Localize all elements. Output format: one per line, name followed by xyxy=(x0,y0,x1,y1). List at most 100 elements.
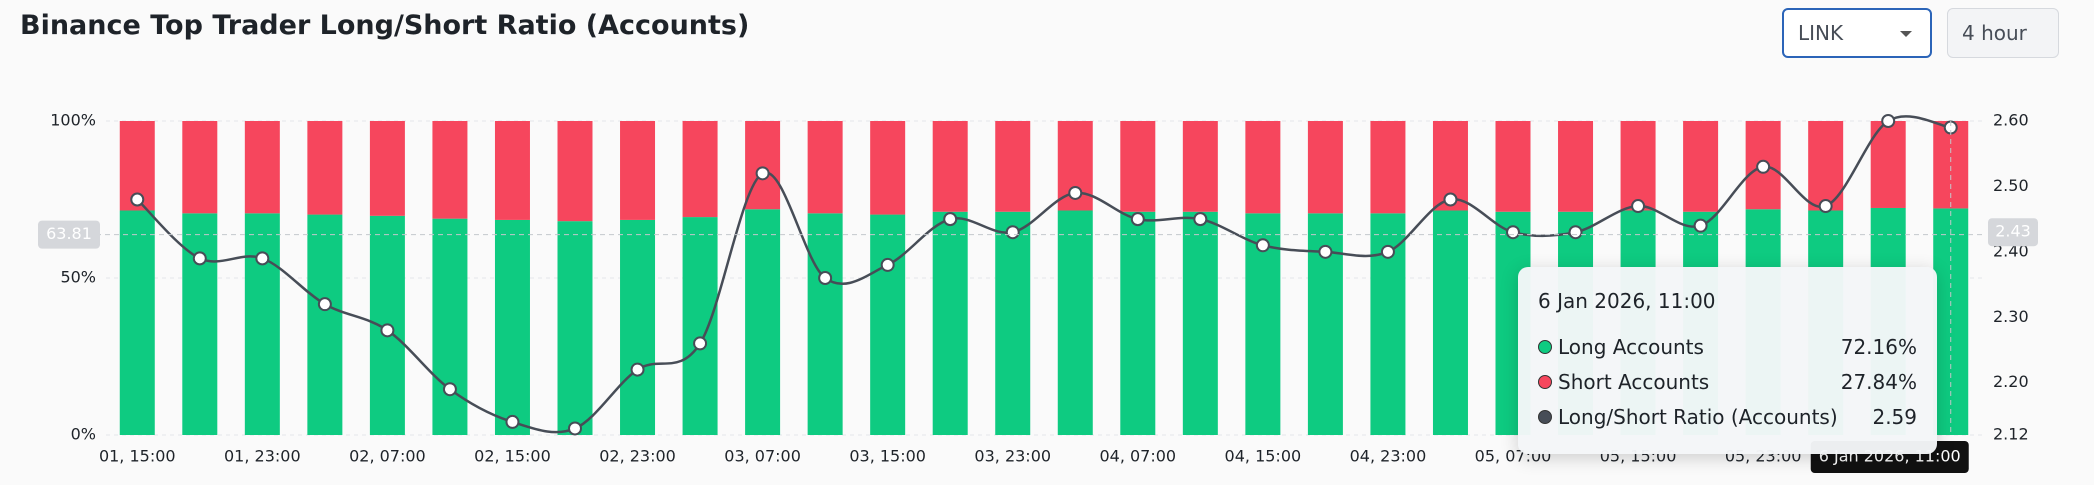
y-tick-label: 50% xyxy=(60,268,96,287)
bar-segment xyxy=(620,219,656,435)
x-tick-label: 03, 15:00 xyxy=(849,447,926,466)
x-tick-label: 03, 23:00 xyxy=(974,447,1051,466)
bar-segment xyxy=(1620,121,1656,211)
ratio-point xyxy=(192,251,207,266)
chart-title: Binance Top Trader Long/Short Ratio (Acc… xyxy=(20,10,750,41)
y-tick-label: 0% xyxy=(71,425,96,444)
bar-segment xyxy=(307,214,343,435)
ratio-point xyxy=(317,297,332,312)
ratio-point xyxy=(943,212,958,227)
bar-segment xyxy=(1182,211,1218,435)
tooltip-value: 72.16% xyxy=(1840,335,1917,359)
bar-segment xyxy=(1558,121,1594,212)
ratio-point xyxy=(630,362,645,377)
ratio-point xyxy=(693,336,708,351)
crosshair-y2-label: 2.43 xyxy=(1995,222,2031,241)
ratio-point xyxy=(442,382,457,397)
tooltip-value: 27.84% xyxy=(1840,370,1917,394)
x-tick-label: 04, 23:00 xyxy=(1350,447,1427,466)
y2-tick-label: 2.30 xyxy=(1993,307,2029,326)
bar-segment xyxy=(807,121,843,214)
bar-segment xyxy=(1370,121,1406,214)
bar-segment xyxy=(119,210,155,435)
bar-segment xyxy=(995,211,1031,435)
ratio-point xyxy=(1631,199,1646,214)
tooltip-row: Short Accounts 27.84% xyxy=(1538,370,1917,394)
bar-segment xyxy=(1182,121,1218,212)
bar-segment xyxy=(1683,121,1719,212)
ratio-point xyxy=(130,192,145,207)
bar-segment xyxy=(557,221,593,435)
tooltip-series-name: Long Accounts xyxy=(1558,335,1704,359)
ratio-point xyxy=(1756,159,1771,174)
bar-segment xyxy=(494,121,530,220)
tooltip-series-name: Long/Short Ratio (Accounts) xyxy=(1558,405,1838,429)
bar-segment xyxy=(182,121,218,214)
bar-segment xyxy=(432,218,468,435)
bar-segment xyxy=(1307,121,1343,214)
ratio-point xyxy=(880,257,895,272)
ratio-point xyxy=(568,421,582,436)
tooltip-dot xyxy=(1538,375,1552,389)
y2-tick-label: 2.20 xyxy=(1993,372,2029,391)
bar-segment xyxy=(620,121,656,220)
ratio-point xyxy=(1130,212,1145,227)
ratio-point xyxy=(1568,225,1583,240)
x-tick-label: 02, 15:00 xyxy=(474,447,551,466)
x-tick-label: 04, 07:00 xyxy=(1099,447,1176,466)
bar-segment xyxy=(244,213,280,435)
bar-segment xyxy=(1870,121,1906,208)
bar-segment xyxy=(870,214,906,435)
tooltip-title: 6 Jan 2026, 11:00 xyxy=(1538,289,1716,313)
x-tick-label: 03, 07:00 xyxy=(724,447,801,466)
bar-segment xyxy=(682,121,718,218)
interval-select[interactable]: 4 hour xyxy=(1947,8,2059,58)
bar-segment xyxy=(1120,121,1156,212)
tooltip-series-name: Short Accounts xyxy=(1558,370,1710,394)
symbol-select[interactable]: LINK xyxy=(1782,8,1932,58)
bar-segment xyxy=(1245,121,1281,214)
crosshair-y-label: 63.81 xyxy=(46,224,92,243)
bar-segment xyxy=(432,121,468,219)
bar-segment xyxy=(995,121,1031,212)
bar-segment xyxy=(1057,210,1093,435)
x-tick-label: 02, 07:00 xyxy=(349,447,426,466)
bar-segment xyxy=(807,213,843,435)
ratio-point xyxy=(380,323,395,338)
ratio-point xyxy=(1818,199,1833,214)
y-tick-label: 100% xyxy=(50,111,96,130)
bar-segment xyxy=(369,121,405,216)
tooltip-row: Long Accounts 72.16% xyxy=(1538,335,1917,359)
tooltip-value: 2.59 xyxy=(1872,405,1917,429)
tooltip-dot xyxy=(1538,340,1552,354)
x-tick-label: 04, 15:00 xyxy=(1225,447,1302,466)
bar-segment xyxy=(745,121,781,210)
tooltip-dot xyxy=(1538,410,1552,424)
bar-segment xyxy=(932,121,968,212)
ratio-point xyxy=(1068,185,1083,200)
ratio-point xyxy=(1693,218,1708,233)
bar-segment xyxy=(1120,211,1156,435)
ratio-point xyxy=(1193,212,1208,227)
bar-segment xyxy=(244,121,280,214)
ratio-point xyxy=(755,166,770,181)
ratio-point xyxy=(818,271,833,285)
bar-segment xyxy=(494,219,530,435)
bar-segment xyxy=(182,213,218,435)
ratio-point xyxy=(1005,225,1020,240)
ratio-point xyxy=(1380,244,1395,259)
x-tick-label: 01, 15:00 xyxy=(99,447,176,466)
tooltip: 6 Jan 2026, 11:00 Long Accounts 72.16% Sho… xyxy=(1518,267,1937,454)
ratio-point xyxy=(1881,114,1896,128)
x-tick-label: 02, 23:00 xyxy=(599,447,676,466)
crosshair-y-box xyxy=(38,220,100,249)
bar-segment xyxy=(307,121,343,215)
y2-tick-label: 2.12 xyxy=(1993,425,2029,444)
tooltip-row: Long/Short Ratio (Accounts) 2.59 xyxy=(1538,405,1917,429)
bar-segment xyxy=(745,209,781,435)
ratio-point xyxy=(505,414,520,429)
bar-segment xyxy=(1495,121,1531,212)
ratio-point xyxy=(1318,244,1333,259)
y2-tick-label: 2.60 xyxy=(1993,111,2029,130)
